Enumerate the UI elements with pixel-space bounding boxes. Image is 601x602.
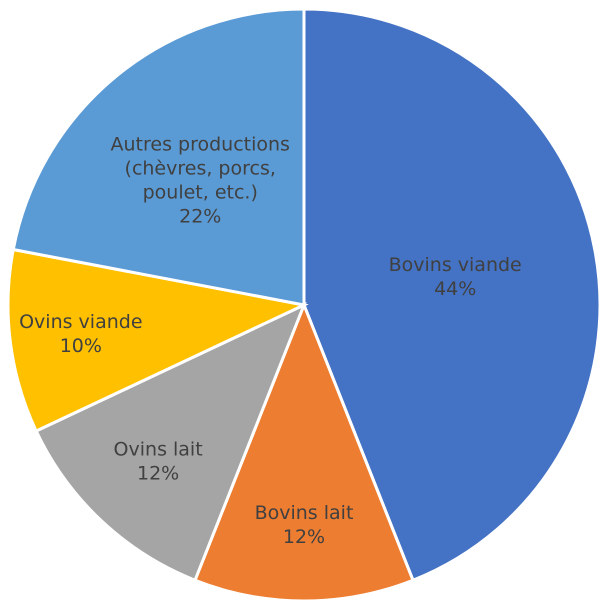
value-label: 12%	[283, 526, 325, 548]
slice-ovins-lait	[34, 302, 307, 583]
pie-labels: Bovins viande 44%Bovins lait 12%Ovins lait…	[19, 134, 522, 548]
slice-ovins-viande	[6, 247, 309, 434]
data-label-ovins-viande: Ovins viande 10%	[19, 311, 142, 357]
data-label-autres-productions: Autres productions (chèvres, porcs, poulet…	[111, 134, 290, 228]
value-label: 10%	[60, 335, 102, 357]
slice-bovins-lait	[193, 300, 415, 602]
category-label: Bovins lait	[255, 502, 354, 524]
category-label: Bovins viande	[389, 254, 522, 276]
pie-slices	[6, 7, 601, 602]
value-label: 22%	[179, 206, 221, 228]
data-label-bovins-viande: Bovins viande 44%	[389, 254, 522, 300]
category-label: Ovins lait	[114, 438, 203, 460]
value-label: 12%	[137, 462, 179, 484]
category-label: poulet, etc.)	[143, 182, 258, 204]
data-label-bovins-lait: Bovins lait 12%	[255, 502, 354, 548]
slice-autres-productions	[11, 7, 306, 307]
category-label: (chèvres, porcs,	[125, 158, 276, 180]
data-label-ovins-lait: Ovins lait 12%	[114, 438, 203, 484]
category-label: Ovins viande	[19, 311, 142, 333]
value-label: 44%	[434, 278, 476, 300]
category-label: Autres productions	[111, 134, 290, 156]
slice-bovins-viande	[302, 7, 601, 583]
